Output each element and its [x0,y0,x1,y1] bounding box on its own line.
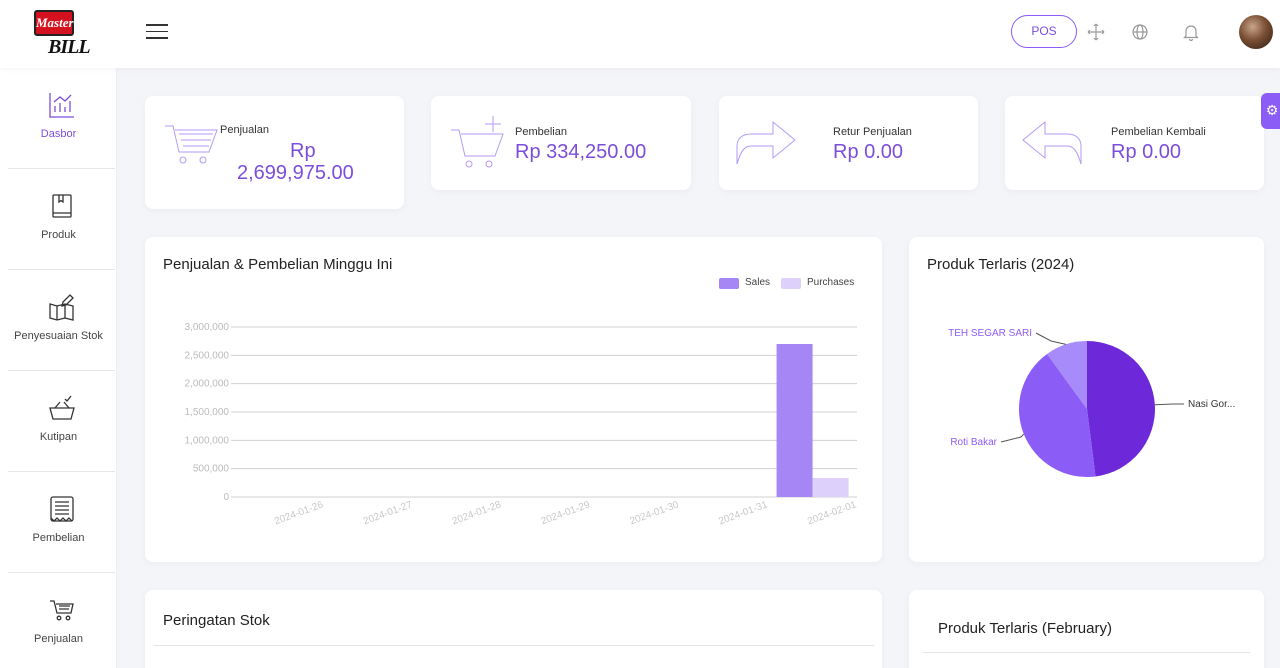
x-tick-label: 2024-01-29 [540,499,592,527]
bar-purchases[interactable] [812,478,849,497]
map-edit-icon [49,294,74,321]
stat-card-pembelian-kembali: Pembelian Kembali Rp 0.00 [1005,96,1264,190]
x-tick-label: 2024-02-01 [806,499,858,527]
pie-slice-label: Nasi Gor... [1188,399,1235,410]
pie-slice-label: Roti Bakar [950,437,997,448]
stat-label: Pembelian [515,126,567,138]
top-products-year-card: Produk Terlaris (2024) Nasi Gor... Roti B… [909,237,1264,562]
stat-label: Penjualan [220,124,269,136]
fullscreen-icon[interactable] [1086,22,1106,42]
weekly-chart-title: Penjualan & Pembelian Minggu Ini [163,256,393,273]
stat-label: Pembelian Kembali [1111,126,1206,138]
stat-label: Retur Penjualan [833,126,912,138]
pie-leader-line [1154,403,1184,406]
sidebar-item-label: Penjualan [34,633,83,645]
pie-leader-line [1035,332,1067,345]
y-tick-label: 3,000,000 [185,322,230,333]
stock-alert-card: Peringatan Stok [145,590,882,668]
stat-value: Rp 0.00 [833,141,904,163]
settings-gear-icon[interactable]: ⚙ [1261,93,1280,129]
app-logo[interactable]: Master BILL [34,10,91,58]
stat-value: Rp 0.00 [1111,141,1182,163]
x-tick-label: 2024-01-27 [362,499,414,527]
language-globe-icon[interactable] [1130,22,1150,42]
stat-value-line1: Rp [290,140,316,162]
y-tick-label: 500,000 [193,464,230,475]
pie-slice[interactable] [1087,341,1156,477]
pie-chart-title: Produk Terlaris (2024) [927,256,1075,273]
notification-bell-icon[interactable] [1181,22,1201,42]
pie-slice-label: TEH SEGAR SARI [948,328,1032,339]
user-avatar[interactable] [1239,15,1273,49]
sidebar-item-pembelian[interactable]: Pembelian [8,472,115,573]
x-tick-label: 2024-01-28 [451,499,503,527]
stat-value: Rp 334,250.00 [515,141,647,163]
pie-slice[interactable] [1019,353,1096,477]
y-tick-label: 2,000,000 [185,379,230,390]
basket-check-icon [49,395,75,420]
cart-icon [165,125,218,164]
weekly-chart-card: Penjualan & Pembelian Minggu Ini Sales P… [145,237,882,562]
weekly-bar-chart: 3,000,000 2,500,000 2,000,000 1,500,000 1,00… [185,322,859,527]
sidebar-item-penyesuaian-stok[interactable]: Penyesuaian Stok [8,270,115,371]
pos-button[interactable]: POS [1011,15,1077,48]
sidebar-item-label: Produk [41,229,76,241]
top-month-title: Produk Terlaris (February) [938,620,1112,637]
sidebar-item-label: Penyesuaian Stok [14,330,103,342]
bar-sales[interactable] [776,344,813,497]
pie-slice[interactable] [1047,341,1087,409]
x-tick-label: 2024-01-26 [273,499,325,527]
legend-swatch-purchases [781,278,801,289]
stat-card-penjualan: Penjualan Rp 2,699,975.00 [145,96,404,209]
logo-bottom-text: BILL [48,36,91,58]
sidebar-item-dasbor[interactable]: Dasbor [8,68,115,169]
top-products-month-card: Produk Terlaris (February) [909,590,1264,668]
pie-leader-line [1000,433,1025,443]
cart-icon [50,600,74,621]
y-tick-label: 2,500,000 [185,350,230,361]
legend-label-purchases[interactable]: Purchases [807,277,855,288]
sidebar-item-label: Kutipan [39,431,78,443]
stock-alert-title: Peringatan Stok [163,612,270,629]
stat-value-line2: 2,699,975.00 [237,162,354,184]
divider [153,645,874,646]
x-tick-label: 2024-01-31 [717,499,769,527]
cart-plus-icon [451,116,504,168]
sidebar-item-label: Pembelian [32,532,85,544]
legend-label-sales[interactable]: Sales [745,277,771,288]
receipt-icon [50,496,74,522]
x-tick-label: 2024-01-30 [628,499,680,527]
sidebar-item-label: Dasbor [40,128,77,140]
stat-card-retur-penjualan: Retur Penjualan Rp 0.00 [719,96,978,190]
menu-toggle-icon[interactable] [146,24,168,42]
sidebar-item-kutipan[interactable]: Kutipan [8,371,115,472]
y-tick-label: 1,000,000 [185,435,230,446]
sidebar-item-penjualan[interactable]: Penjualan [8,573,115,668]
chart-icon [49,93,74,118]
top-products-pie-chart: Nasi Gor... Roti Bakar TEH SEGAR SARI [948,328,1235,477]
y-tick-label: 1,500,000 [185,407,230,418]
sidebar-item-produk[interactable]: Produk [8,169,115,270]
legend-swatch-sales [719,278,739,289]
logo-top-text: Master [34,10,74,36]
stat-card-pembelian: Pembelian Rp 334,250.00 [431,96,691,190]
book-icon [52,194,72,218]
divider [923,652,1250,653]
arrow-left-icon [1022,120,1082,165]
y-tick-label: 0 [223,492,229,503]
arrow-right-icon [736,120,796,165]
sidebar: Dasbor Produk Penyesuaian Stok Kutipan P… [0,68,117,668]
top-header: Master BILL POS [0,0,1280,68]
